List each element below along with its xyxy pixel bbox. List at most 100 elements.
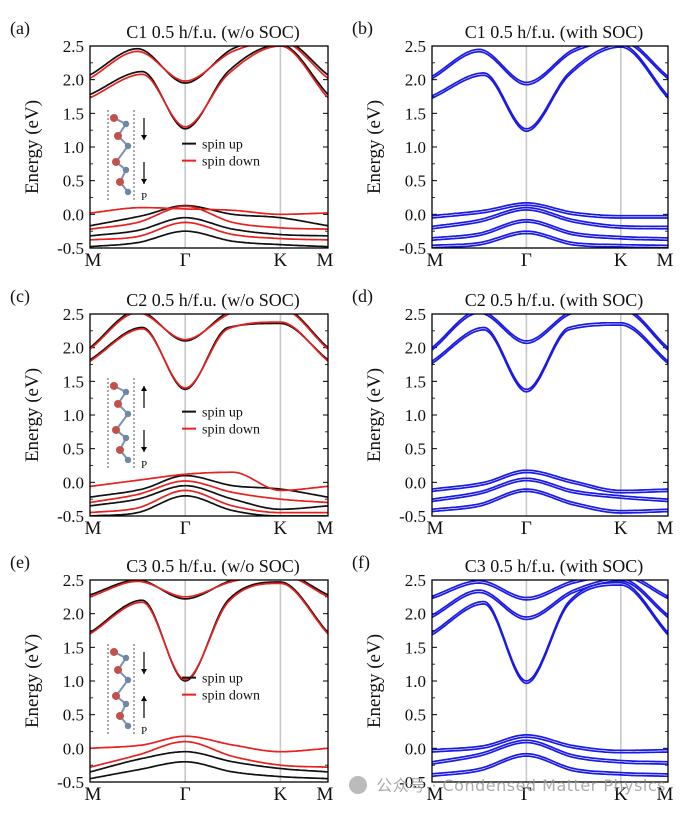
- y-tick-label: 1.5: [63, 372, 84, 391]
- atom: [116, 177, 124, 186]
- panel-title: C1 0.5 h/f.u. (with SOC): [465, 22, 644, 43]
- panel-title: C2 0.5 h/f.u. (with SOC): [465, 290, 644, 311]
- band-up: [90, 494, 328, 516]
- y-tick-label: 2.0: [63, 71, 84, 90]
- y-tick-label: 1.5: [405, 372, 426, 391]
- band-down: [90, 580, 328, 598]
- k-point-label: M: [657, 250, 674, 271]
- band-soc: [432, 218, 668, 239]
- legend-label: spin down: [202, 155, 260, 170]
- band-soc: [432, 206, 668, 228]
- structure-inset: P: [107, 377, 147, 471]
- band-down: [90, 206, 328, 216]
- plot-frame: [431, 313, 669, 517]
- band-soc-split: [432, 580, 668, 621]
- k-point-label: K: [274, 784, 288, 805]
- band-up: [90, 230, 328, 248]
- band-soc-split: [432, 46, 668, 86]
- band-down: [90, 321, 328, 389]
- band-soc-split: [432, 736, 668, 754]
- legend-label: spin up: [202, 672, 243, 687]
- panel-label: (d): [352, 286, 373, 307]
- y-tick-label: 2.5: [63, 305, 84, 324]
- band-down: [90, 740, 328, 769]
- band-down: [90, 735, 328, 753]
- band-soc: [432, 734, 668, 752]
- band-soc-split: [432, 755, 668, 778]
- panel-c: (c) C2 0.5 h/f.u. (w/o SOC) Energy (eV) -0.…: [10, 286, 334, 539]
- polarization-label: P: [141, 191, 147, 203]
- y-axis-label: Energy (eV): [22, 634, 43, 728]
- k-point-label: M: [85, 784, 102, 805]
- atom: [110, 113, 118, 122]
- y-tick-label: 1.0: [405, 406, 426, 425]
- y-tick-label: 2.0: [405, 71, 426, 90]
- band-down: [90, 489, 328, 514]
- atom: [112, 425, 120, 434]
- atom: [116, 711, 124, 720]
- y-tick-label: 2.5: [63, 37, 84, 56]
- atom: [122, 700, 130, 708]
- band-up: [90, 46, 328, 130]
- band-soc: [432, 580, 668, 599]
- panel-d: (d) C2 0.5 h/f.u. (with SOC) Energy (eV) -0…: [352, 286, 674, 539]
- y-tick-label: 2.5: [63, 571, 84, 590]
- band-down: [90, 471, 328, 492]
- y-tick-label: 0.0: [405, 473, 426, 492]
- band-soc: [432, 488, 668, 512]
- legend-label: spin up: [202, 138, 243, 153]
- bands: [432, 314, 668, 514]
- atom: [122, 434, 130, 442]
- band-soc: [432, 752, 668, 775]
- k-point-label: K: [274, 518, 288, 539]
- atom: [124, 410, 132, 418]
- polarization-label: P: [141, 725, 147, 737]
- band-up: [90, 216, 328, 237]
- y-axis-label: Energy (eV): [22, 100, 43, 194]
- legend-label: spin up: [202, 406, 243, 421]
- atom: [124, 456, 132, 464]
- y-tick-label: 1.0: [405, 138, 426, 157]
- panel-f: (f) C3 0.5 h/f.u. (with SOC) Energy (eV) -0…: [352, 552, 674, 805]
- y-axis-label: Energy (eV): [22, 368, 43, 462]
- band-soc: [432, 739, 668, 763]
- band-soc-split: [432, 209, 668, 230]
- atom: [112, 691, 120, 700]
- panel-e: (e) C3 0.5 h/f.u. (w/o SOC) Energy (eV) -0.…: [10, 552, 334, 805]
- k-point-label: M: [317, 518, 334, 539]
- band-soc-split: [432, 46, 668, 133]
- arrow-head-icon: [141, 178, 147, 184]
- y-tick-label: 0.5: [405, 172, 426, 191]
- structure-inset: P: [107, 109, 147, 203]
- k-point-label: Γ: [180, 784, 191, 805]
- band-soc: [432, 46, 668, 130]
- y-tick-label: 1.5: [63, 104, 84, 123]
- band-soc-split: [432, 580, 668, 601]
- y-tick-label: 2.0: [63, 339, 84, 358]
- wechat-logo-icon: [348, 776, 367, 794]
- band-soc-split: [432, 232, 668, 248]
- y-tick-label: 2.5: [405, 37, 426, 56]
- plot-frame: [89, 313, 329, 517]
- k-point-label: K: [614, 518, 628, 539]
- bands: [432, 46, 668, 248]
- atom: [124, 188, 132, 196]
- y-axis-label: Energy (eV): [364, 634, 385, 728]
- y-tick-label: -0.5: [57, 507, 84, 526]
- legend-label: spin down: [202, 689, 260, 704]
- band-up: [90, 750, 328, 773]
- band-soc: [432, 202, 668, 217]
- y-tick-label: 1.0: [63, 672, 84, 691]
- arrow-head-icon: [141, 446, 147, 452]
- y-tick-label: 0.5: [405, 706, 426, 725]
- y-tick-label: 2.0: [405, 339, 426, 358]
- band-soc: [432, 469, 668, 492]
- panel-a: (a) C1 0.5 h/f.u. (w/o SOC) Energy (eV) -0.…: [10, 18, 334, 271]
- band-down: [90, 582, 328, 681]
- band-soc-split: [432, 221, 668, 242]
- y-tick-label: 1.5: [405, 638, 426, 657]
- k-point-label: M: [317, 250, 334, 271]
- atom: [122, 654, 130, 662]
- k-point-label: M: [427, 518, 444, 539]
